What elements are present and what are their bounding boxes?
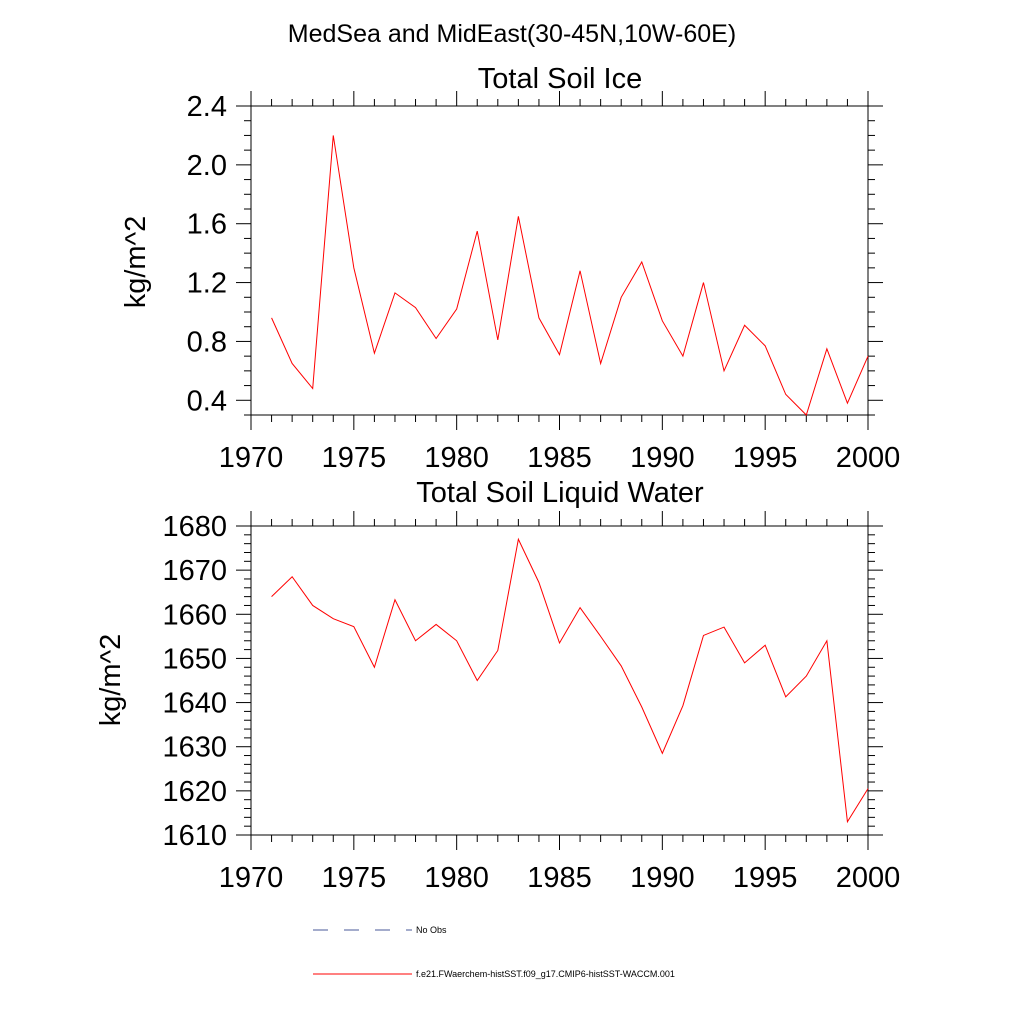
legend-model-label: f.e21.FWaerchem-histSST.f09_g17.CMIP6-hi…	[416, 969, 675, 979]
panel-soil-liquid-ylabel: kg/m^2	[95, 634, 127, 727]
x-tick-label: 1970	[219, 442, 284, 474]
y-tick-label: 1610	[162, 820, 227, 852]
x-tick-label: 1995	[733, 442, 798, 474]
x-tick-label: 1985	[527, 862, 592, 894]
panel-soil-ice-ticks	[236, 91, 883, 430]
panel-soil-ice-plot-frame	[250, 105, 869, 416]
y-tick-label: 1660	[162, 599, 227, 631]
y-tick-label: 1670	[162, 555, 227, 587]
panel-soil-ice: Total Soil Ice kg/m^2 1970 1975 1980 1985 19…	[120, 63, 900, 474]
panel-soil-ice-ylabel: kg/m^2	[120, 216, 152, 309]
x-tick-label: 1990	[630, 862, 695, 894]
y-tick-label: 2.4	[187, 91, 227, 123]
panel-soil-liquid-series	[271, 537, 869, 824]
panel-soil-ice-series	[271, 135, 869, 416]
y-tick-label: 1650	[162, 643, 227, 675]
x-tick-label: 1975	[322, 442, 387, 474]
x-tick-label: 1970	[219, 862, 284, 894]
figure-main-title: MedSea and MidEast(30-45N,10W-60E)	[288, 20, 736, 48]
panel-soil-liquid-plot-frame	[250, 525, 869, 836]
panel-soil-liquid-ticks	[236, 511, 883, 850]
legend: No Obs f.e21.FWaerchem-histSST.f09_g17.C…	[313, 925, 675, 979]
y-tick-label: 2.0	[187, 150, 227, 182]
x-tick-label: 1975	[322, 862, 387, 894]
x-tick-label: 1980	[424, 442, 489, 474]
panel-soil-ice-ticklabels: 1970 1975 1980 1985 1990 1995 2000 0.4 0.8 1.2 1.6…	[187, 91, 901, 474]
y-tick-label: 1.6	[187, 209, 227, 241]
x-tick-label: 1985	[527, 442, 592, 474]
panel-soil-liquid-title: Total Soil Liquid Water	[416, 477, 704, 509]
y-tick-label: 1680	[162, 511, 227, 543]
x-tick-label: 2000	[836, 862, 901, 894]
y-tick-label: 1640	[162, 688, 227, 720]
x-tick-label: 1990	[630, 442, 695, 474]
x-tick-label: 1995	[733, 862, 798, 894]
x-tick-label: 1980	[424, 862, 489, 894]
y-tick-label: 1630	[162, 732, 227, 764]
series-line	[271, 135, 869, 416]
y-tick-label: 0.4	[187, 385, 227, 417]
series-line	[271, 537, 869, 824]
y-tick-label: 1.2	[187, 268, 227, 300]
panel-soil-liquid-ticklabels: 1970 1975 1980 1985 1990 1995 2000 1610 1620 1630…	[162, 511, 900, 894]
y-tick-label: 1620	[162, 776, 227, 808]
panel-soil-liquid: Total Soil Liquid Water kg/m^2 1970 1975 1…	[95, 477, 900, 894]
y-tick-label: 0.8	[187, 326, 227, 358]
legend-obs-label: No Obs	[416, 925, 447, 935]
panel-soil-ice-title: Total Soil Ice	[478, 63, 642, 95]
x-tick-label: 2000	[836, 442, 901, 474]
